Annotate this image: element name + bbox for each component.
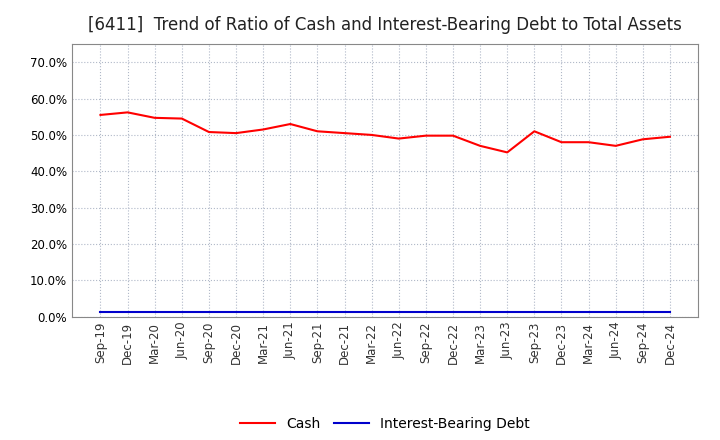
Cash [204, 129, 213, 135]
Interest-Bearing Debt [611, 310, 620, 315]
Interest-Bearing Debt [232, 310, 240, 315]
Cash [665, 134, 674, 139]
Legend: Cash, Interest-Bearing Debt: Cash, Interest-Bearing Debt [235, 411, 536, 436]
Cash [259, 127, 268, 132]
Title: [6411]  Trend of Ratio of Cash and Interest-Bearing Debt to Total Assets: [6411] Trend of Ratio of Cash and Intere… [89, 16, 682, 34]
Cash [150, 115, 159, 121]
Interest-Bearing Debt [123, 310, 132, 315]
Cash [123, 110, 132, 115]
Interest-Bearing Debt [259, 310, 268, 315]
Interest-Bearing Debt [584, 310, 593, 315]
Interest-Bearing Debt [341, 310, 349, 315]
Interest-Bearing Debt [367, 310, 376, 315]
Cash [449, 133, 457, 138]
Cash [584, 139, 593, 145]
Interest-Bearing Debt [476, 310, 485, 315]
Cash [639, 137, 647, 142]
Interest-Bearing Debt [639, 310, 647, 315]
Cash [611, 143, 620, 148]
Interest-Bearing Debt [204, 310, 213, 315]
Cash [476, 143, 485, 148]
Interest-Bearing Debt [665, 310, 674, 315]
Interest-Bearing Debt [178, 310, 186, 315]
Cash [232, 131, 240, 136]
Interest-Bearing Debt [395, 310, 403, 315]
Interest-Bearing Debt [421, 310, 430, 315]
Cash [341, 131, 349, 136]
Interest-Bearing Debt [449, 310, 457, 315]
Cash [313, 128, 322, 134]
Cash [530, 128, 539, 134]
Cash [286, 121, 294, 127]
Cash [367, 132, 376, 138]
Interest-Bearing Debt [96, 310, 105, 315]
Interest-Bearing Debt [313, 310, 322, 315]
Cash [395, 136, 403, 141]
Interest-Bearing Debt [286, 310, 294, 315]
Cash [421, 133, 430, 138]
Interest-Bearing Debt [503, 310, 511, 315]
Cash [503, 150, 511, 155]
Cash [96, 112, 105, 117]
Line: Cash: Cash [101, 112, 670, 152]
Cash [557, 139, 566, 145]
Interest-Bearing Debt [530, 310, 539, 315]
Cash [178, 116, 186, 121]
Interest-Bearing Debt [150, 310, 159, 315]
Interest-Bearing Debt [557, 310, 566, 315]
